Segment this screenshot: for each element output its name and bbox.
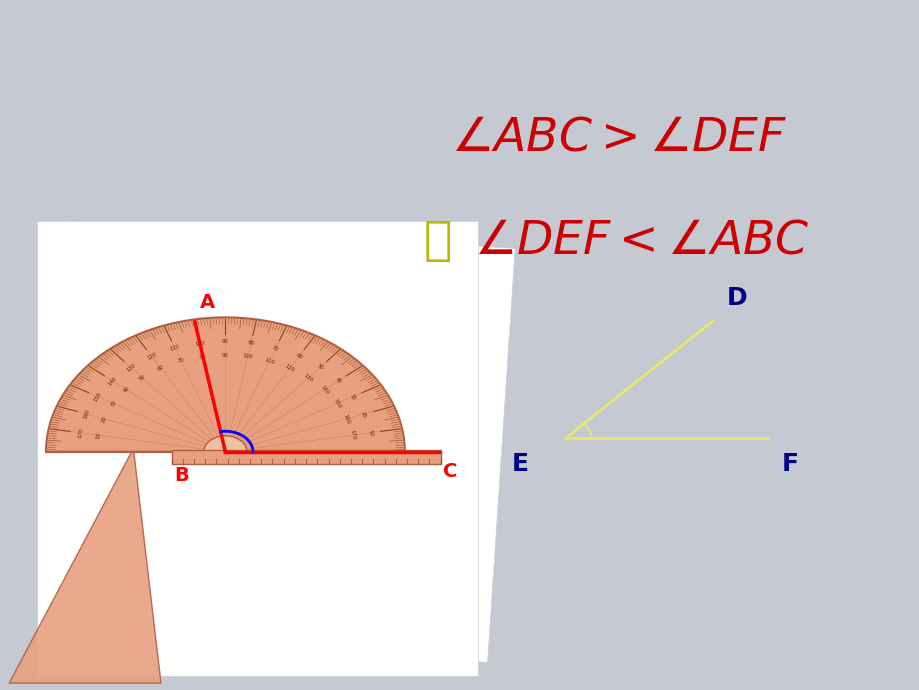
Polygon shape	[172, 450, 440, 464]
Text: $\angle ABC > \angle DEF$: $\angle ABC > \angle DEF$	[450, 115, 787, 161]
Text: 10: 10	[95, 431, 101, 439]
Text: 30: 30	[109, 400, 118, 408]
Text: 150: 150	[332, 398, 342, 409]
Text: F: F	[781, 452, 798, 476]
Polygon shape	[9, 448, 161, 683]
Text: $\angle DEF < \angle ABC$: $\angle DEF < \angle ABC$	[473, 219, 809, 264]
Text: 150: 150	[93, 391, 103, 402]
Text: 120: 120	[146, 352, 157, 361]
Text: 110: 110	[169, 344, 180, 353]
Text: 90: 90	[221, 353, 229, 357]
Text: 或: 或	[423, 219, 451, 264]
Text: 160: 160	[342, 413, 350, 424]
Polygon shape	[204, 436, 246, 452]
Text: 170: 170	[349, 430, 356, 440]
Text: 140: 140	[108, 375, 118, 386]
Text: 10: 10	[367, 429, 373, 437]
Text: 170: 170	[77, 427, 84, 438]
Text: 80: 80	[199, 353, 207, 359]
Text: 130: 130	[125, 362, 136, 373]
Text: D: D	[726, 286, 746, 310]
Text: 50: 50	[138, 374, 146, 382]
Text: B: B	[174, 466, 188, 485]
Text: E: E	[512, 452, 528, 476]
Text: 90: 90	[221, 339, 229, 344]
Polygon shape	[37, 221, 478, 676]
Polygon shape	[37, 221, 515, 662]
Text: 100: 100	[194, 340, 205, 346]
Text: 50: 50	[315, 364, 323, 371]
Text: C: C	[443, 462, 458, 482]
Text: 70: 70	[177, 357, 185, 364]
Text: 70: 70	[271, 345, 279, 352]
Text: 20: 20	[359, 410, 367, 418]
Text: 110: 110	[264, 357, 275, 365]
Text: 40: 40	[334, 377, 342, 385]
Text: 100: 100	[242, 353, 253, 360]
Text: 120: 120	[284, 364, 295, 373]
Text: 140: 140	[319, 384, 329, 395]
Polygon shape	[46, 317, 404, 452]
Text: 60: 60	[156, 364, 165, 372]
Text: 130: 130	[302, 373, 313, 383]
Text: 20: 20	[100, 415, 108, 423]
Text: 60: 60	[294, 353, 302, 360]
Text: 40: 40	[122, 386, 130, 394]
Text: 80: 80	[247, 340, 255, 346]
Text: A: A	[199, 293, 214, 312]
Text: 30: 30	[348, 393, 357, 401]
Text: 160: 160	[83, 408, 91, 420]
